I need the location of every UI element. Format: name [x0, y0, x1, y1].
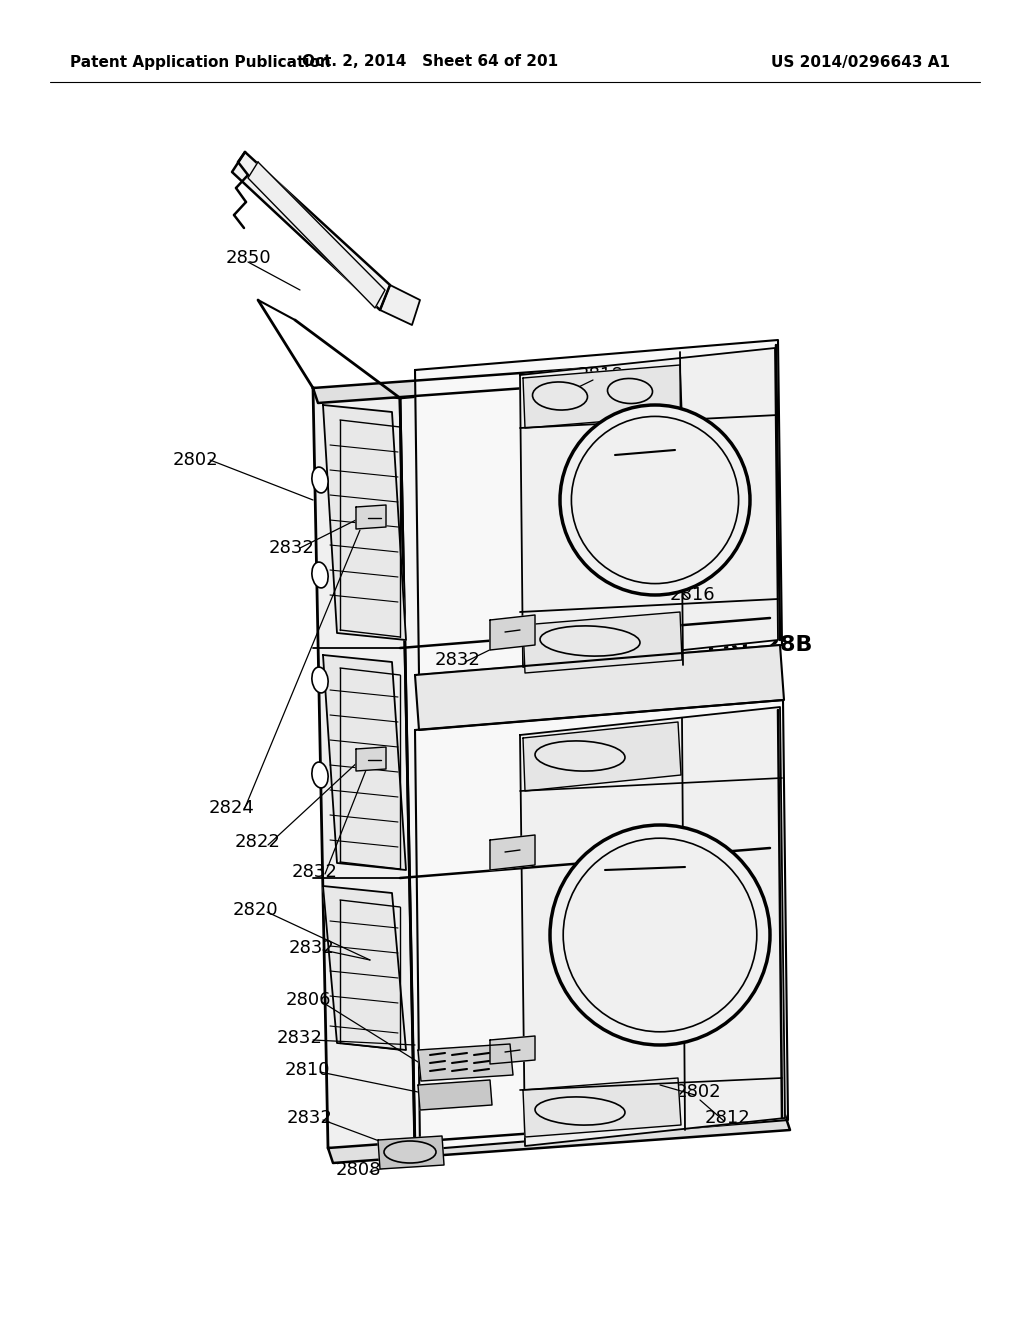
- Polygon shape: [523, 1078, 681, 1137]
- Text: US 2014/0296643 A1: US 2014/0296643 A1: [771, 54, 950, 70]
- Ellipse shape: [532, 381, 588, 411]
- Polygon shape: [523, 722, 681, 791]
- Polygon shape: [520, 348, 778, 667]
- Polygon shape: [313, 388, 415, 1158]
- Text: 2806: 2806: [286, 991, 331, 1008]
- Text: 2814: 2814: [679, 469, 725, 487]
- Polygon shape: [490, 836, 535, 870]
- Polygon shape: [418, 1080, 492, 1110]
- Text: Patent Application Publication: Patent Application Publication: [70, 54, 331, 70]
- Text: 2820: 2820: [232, 902, 278, 919]
- Text: 2832: 2832: [289, 939, 335, 957]
- Text: 2802: 2802: [172, 451, 218, 469]
- Text: 2810: 2810: [285, 1061, 330, 1078]
- Ellipse shape: [312, 562, 328, 587]
- Text: 2832: 2832: [269, 539, 315, 557]
- Polygon shape: [523, 612, 682, 673]
- Ellipse shape: [535, 1097, 625, 1125]
- Ellipse shape: [607, 379, 652, 404]
- Text: 2816: 2816: [670, 586, 715, 605]
- Polygon shape: [313, 355, 775, 403]
- Text: Oct. 2, 2014   Sheet 64 of 201: Oct. 2, 2014 Sheet 64 of 201: [302, 54, 558, 70]
- Text: 2850: 2850: [225, 249, 270, 267]
- Polygon shape: [520, 708, 785, 1146]
- Polygon shape: [323, 655, 406, 870]
- Text: 2822: 2822: [236, 833, 281, 851]
- Text: 2818: 2818: [578, 366, 623, 384]
- Text: 2832: 2832: [278, 1030, 323, 1047]
- Ellipse shape: [312, 762, 328, 788]
- Text: 2812: 2812: [706, 1109, 751, 1127]
- Polygon shape: [415, 700, 788, 1150]
- Polygon shape: [490, 1036, 535, 1064]
- Text: FIG. 28B: FIG. 28B: [708, 635, 813, 655]
- Ellipse shape: [312, 467, 328, 492]
- Text: 2802: 2802: [675, 1082, 721, 1101]
- Polygon shape: [418, 1044, 513, 1081]
- Polygon shape: [415, 341, 782, 675]
- Polygon shape: [232, 152, 390, 310]
- Text: 2832: 2832: [287, 1109, 333, 1127]
- Text: 2808: 2808: [335, 1162, 381, 1179]
- Circle shape: [550, 825, 770, 1045]
- Polygon shape: [415, 645, 784, 730]
- Polygon shape: [323, 886, 406, 1049]
- Polygon shape: [356, 506, 386, 529]
- Polygon shape: [356, 747, 386, 771]
- Polygon shape: [400, 366, 785, 1148]
- Polygon shape: [248, 162, 385, 308]
- Ellipse shape: [312, 667, 328, 693]
- Ellipse shape: [384, 1140, 436, 1163]
- Polygon shape: [378, 1137, 444, 1170]
- Polygon shape: [523, 366, 682, 428]
- Polygon shape: [323, 405, 406, 640]
- Polygon shape: [328, 1115, 790, 1163]
- Polygon shape: [490, 615, 535, 649]
- Text: 2824: 2824: [209, 799, 255, 817]
- Circle shape: [560, 405, 750, 595]
- Text: 2832: 2832: [292, 863, 338, 880]
- Ellipse shape: [535, 741, 625, 771]
- Polygon shape: [380, 285, 420, 325]
- Text: 2832: 2832: [435, 651, 481, 669]
- Ellipse shape: [540, 626, 640, 656]
